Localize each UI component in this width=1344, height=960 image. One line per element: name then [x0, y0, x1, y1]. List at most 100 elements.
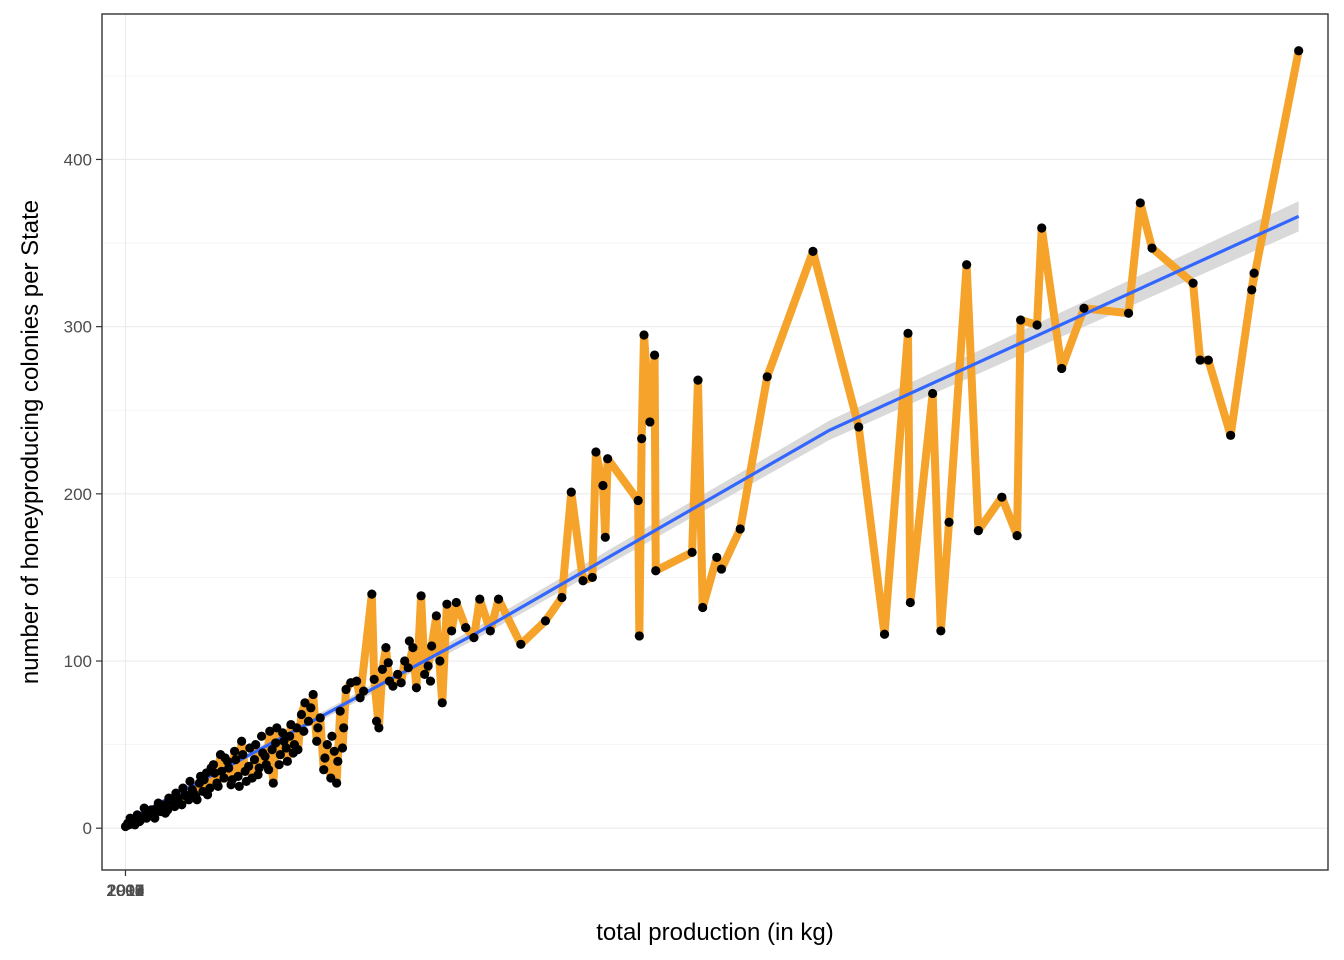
- x-tick-label: 1998: [107, 881, 145, 900]
- data-point: [281, 743, 291, 753]
- data-point: [735, 524, 745, 534]
- data-point: [229, 746, 240, 756]
- data-point: [312, 736, 322, 746]
- data-point: [566, 487, 576, 497]
- data-point: [231, 755, 241, 765]
- data-point: [1195, 355, 1205, 365]
- x-tick-label: 2010: [107, 881, 145, 900]
- y-tick-label: 400: [64, 150, 92, 169]
- data-point: [1247, 285, 1257, 295]
- data-point: [1012, 531, 1022, 541]
- data-point: [303, 716, 314, 726]
- data-point: [160, 808, 170, 818]
- points-layer: [120, 46, 1304, 832]
- x-tick-label: 2002: [107, 881, 145, 900]
- data-point: [234, 781, 244, 792]
- data-point: [1188, 278, 1198, 288]
- data-point: [403, 663, 413, 673]
- data-point: [633, 495, 643, 506]
- x-tick-label: 2006: [107, 881, 145, 900]
- data-point: [1203, 355, 1213, 365]
- data-point: [516, 639, 526, 649]
- y-tick-label: 100: [64, 652, 92, 671]
- data-point: [603, 454, 613, 464]
- data-point: [461, 622, 471, 633]
- x-tick-label: 2003: [107, 881, 145, 900]
- data-point: [1135, 198, 1145, 208]
- data-point: [351, 676, 362, 686]
- data-point: [634, 631, 644, 641]
- data-point: [263, 765, 274, 775]
- data-point: [997, 492, 1007, 502]
- data-point: [905, 597, 915, 608]
- data-point: [265, 726, 275, 736]
- data-point: [146, 805, 156, 815]
- data-point: [388, 681, 398, 691]
- data-point: [125, 813, 135, 823]
- data-point: [645, 417, 655, 427]
- data-point: [217, 766, 227, 776]
- x-tick-label: 2005: [107, 881, 145, 900]
- data-point: [299, 726, 309, 736]
- data-point: [687, 547, 697, 557]
- data-point: [278, 728, 288, 738]
- data-point: [171, 788, 181, 798]
- data-point: [712, 552, 722, 562]
- data-point: [928, 388, 938, 399]
- data-point: [435, 656, 445, 666]
- data-point: [268, 778, 278, 788]
- data-point: [1294, 46, 1304, 56]
- data-point: [651, 566, 661, 576]
- x-tick-label: 2012: [107, 881, 145, 900]
- data-point: [332, 778, 342, 788]
- y-tick-label: 300: [64, 318, 92, 337]
- data-point: [1037, 223, 1047, 233]
- data-point: [150, 813, 160, 823]
- x-tick-label: 2004: [107, 881, 145, 900]
- data-point: [420, 669, 430, 679]
- data-point: [174, 798, 185, 808]
- data-point: [320, 753, 330, 763]
- data-point: [192, 795, 202, 805]
- data-point: [639, 330, 649, 340]
- data-point: [322, 740, 332, 750]
- x-tick-label: 2000: [107, 881, 145, 900]
- data-point: [319, 765, 329, 775]
- data-point: [245, 743, 255, 753]
- data-point: [202, 790, 213, 800]
- data-point: [227, 775, 237, 785]
- data-point: [210, 768, 220, 778]
- data-point: [416, 591, 426, 601]
- data-point: [427, 641, 437, 651]
- data-point: [1123, 308, 1134, 318]
- data-point: [411, 683, 422, 693]
- data-point: [274, 760, 284, 770]
- data-point: [377, 664, 387, 674]
- data-point: [288, 748, 298, 758]
- data-point: [339, 723, 349, 733]
- data-point: [423, 661, 433, 671]
- y-axis: 0 100 200 300 400: [64, 150, 102, 838]
- data-point: [327, 731, 337, 741]
- data-point: [329, 746, 339, 756]
- data-point: [447, 626, 457, 636]
- smooth-line-layer: [124, 214, 1300, 823]
- data-point: [381, 643, 391, 653]
- data-point: [369, 674, 379, 685]
- data-point: [285, 731, 295, 741]
- data-point: [367, 589, 377, 599]
- data-point: [1249, 268, 1259, 278]
- data-point: [451, 597, 461, 608]
- data-point: [199, 775, 209, 785]
- y-tick-label: 0: [83, 819, 92, 838]
- data-point: [275, 750, 285, 760]
- data-point: [598, 480, 608, 491]
- data-point: [260, 751, 270, 761]
- x-axis-title: total production (in kg): [596, 919, 833, 946]
- data-point: [469, 633, 479, 643]
- data-point: [808, 246, 818, 257]
- data-point: [649, 350, 660, 360]
- data-point: [698, 602, 708, 613]
- data-point: [371, 716, 382, 726]
